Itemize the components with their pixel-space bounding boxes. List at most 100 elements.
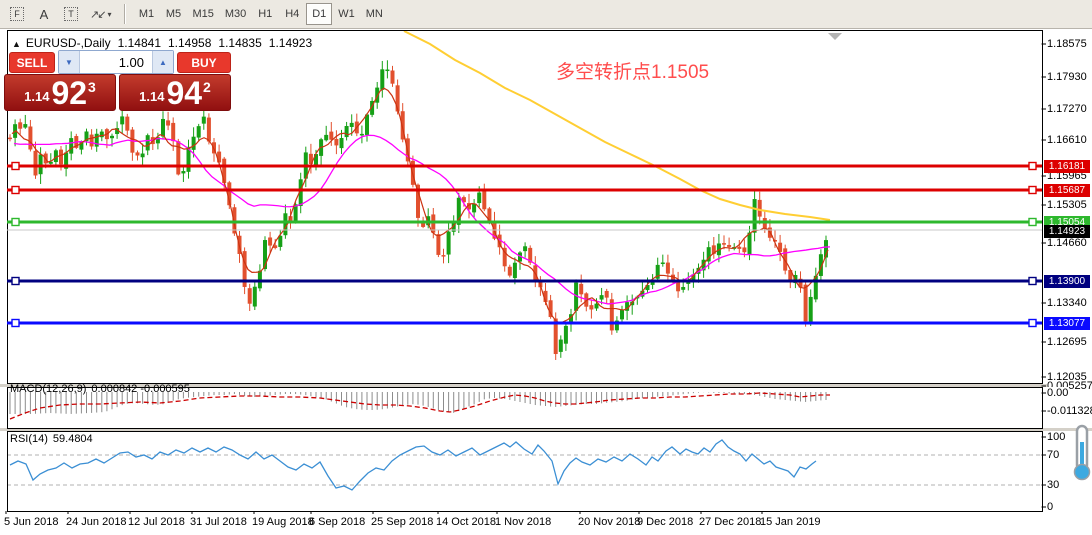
candle-body: [308, 153, 313, 164]
volume-input[interactable]: [80, 51, 152, 73]
chart-grid-tool-button[interactable]: F: [4, 3, 30, 25]
panel-splitter-macd[interactable]: [0, 384, 1092, 387]
line-handle[interactable]: [11, 318, 20, 328]
timeframe-button-m1[interactable]: M1: [138, 8, 155, 20]
candle-body: [206, 117, 211, 142]
candle-body: [589, 305, 594, 310]
line-handle[interactable]: [11, 185, 20, 195]
candle-body: [273, 245, 278, 249]
ma-magenta-line: [13, 134, 831, 305]
timeframe-button-h1[interactable]: H1: [258, 8, 273, 20]
panel-splitter-rsi[interactable]: [0, 428, 1092, 431]
date-label: 20 Nov 2018: [578, 516, 641, 528]
timeframe-button-m5[interactable]: M5: [165, 8, 182, 20]
line-handle[interactable]: [1028, 217, 1037, 227]
collapse-icon[interactable]: ▲: [12, 39, 21, 49]
rsi-layer: [8, 439, 1041, 491]
candle-body: [436, 234, 441, 255]
volume-decrease-button[interactable]: ▼: [59, 51, 80, 73]
chart-shift-marker-icon[interactable]: [828, 33, 842, 40]
ma-yellow-line: [403, 31, 831, 221]
candle-body: [38, 154, 43, 175]
candle-body: [594, 303, 599, 309]
macd-label: MACD(12,26,9): [10, 383, 87, 395]
date-label: 19 Aug 2018: [252, 516, 314, 528]
buy-price-prefix: 1.14: [139, 89, 165, 104]
sell-price-display[interactable]: 1.14 92 3: [4, 74, 116, 111]
line-handle[interactable]: [11, 276, 20, 286]
candle-body: [803, 284, 808, 322]
timeframe-button-d1[interactable]: D1: [306, 3, 333, 25]
candle-body: [242, 251, 247, 287]
line-handle[interactable]: [1028, 318, 1037, 328]
candle-body: [166, 120, 171, 126]
text-label-tool-button[interactable]: T: [58, 3, 84, 25]
candle-body: [400, 111, 405, 140]
candle-body: [681, 287, 686, 290]
font-tool-button[interactable]: A: [31, 3, 57, 25]
candle-body: [268, 237, 273, 246]
line-handle[interactable]: [1028, 276, 1037, 286]
toolbar: F A T ↗↙ ▾ M1 M5 M15 M30 H1 H4 D1 W1 MN: [0, 0, 1092, 29]
rsi-value: 59.4804: [52, 433, 93, 445]
candle-body: [528, 247, 533, 263]
candle-body: [370, 100, 375, 115]
date-label: 31 Jul 2018: [190, 516, 247, 528]
candle-body: [140, 153, 145, 158]
timeframe-button-m30[interactable]: M30: [224, 8, 247, 20]
candle-body: [737, 246, 742, 249]
date-label: 14 Oct 2018: [436, 516, 496, 528]
candle-body: [477, 192, 482, 204]
timeframe-buttons-group: M1 M5 M15 M30 H1 H4 D1 W1 MN: [133, 3, 388, 25]
objects-arrows-tool-button[interactable]: ↗↙ ▾: [85, 3, 116, 25]
sell-button[interactable]: SELL: [9, 52, 55, 73]
candle-body: [711, 245, 716, 254]
candle-body: [727, 244, 732, 247]
main-chart-layer: [8, 31, 1041, 360]
buy-button[interactable]: BUY: [177, 52, 231, 73]
candle-body: [288, 216, 293, 223]
timeframe-button-mn[interactable]: MN: [365, 8, 383, 20]
macd-signal-line: [9, 392, 830, 420]
macd-indicator-title: MACD(12,26,9) 0.000842 -0.000595: [10, 383, 190, 395]
line-handle[interactable]: [1028, 161, 1037, 171]
candle-body: [161, 118, 165, 137]
candle-body: [604, 290, 609, 298]
toolbar-tools-group: F A T ↗↙ ▾: [4, 3, 117, 25]
line-handle[interactable]: [11, 217, 20, 227]
candle-body: [380, 69, 385, 90]
chevron-up-icon: ▲: [159, 57, 167, 67]
candle-body: [416, 184, 420, 218]
candle-body: [788, 270, 793, 281]
y-axis-tick-label: 1.12695: [1047, 336, 1087, 348]
candle-body: [365, 114, 369, 135]
buy-price-display[interactable]: 1.14 94 2: [119, 74, 231, 111]
ohlc-open: 1.14841: [117, 36, 161, 50]
candle-body: [344, 126, 349, 138]
candle-body: [349, 122, 354, 127]
candle-body: [482, 191, 487, 210]
candle-body: [614, 320, 619, 331]
timeframe-button-w1[interactable]: W1: [338, 8, 355, 20]
candle-body: [798, 278, 803, 288]
candle-body: [742, 247, 747, 253]
timeframe-button-h4[interactable]: H4: [285, 8, 300, 20]
candle-body: [691, 274, 696, 283]
candle-body: [171, 122, 176, 142]
candle-body: [650, 280, 655, 285]
candle-body: [507, 266, 512, 276]
timeframe-button-m15[interactable]: M15: [192, 8, 214, 20]
toolbar-separator: [124, 4, 127, 24]
text-label-tool-icon: T: [64, 7, 78, 21]
candle-body: [252, 286, 257, 307]
candle-body: [79, 142, 84, 150]
line-handle[interactable]: [1028, 185, 1037, 195]
chart-header: ▲ EURUSD-,Daily 1.14841 1.14958 1.14835 1.149…: [12, 36, 312, 50]
candle-body: [23, 124, 28, 128]
line-handle[interactable]: [11, 161, 20, 171]
candle-body: [778, 242, 783, 252]
candle-body: [18, 122, 23, 129]
volume-increase-button[interactable]: ▲: [152, 51, 173, 73]
candle-body: [186, 146, 191, 172]
